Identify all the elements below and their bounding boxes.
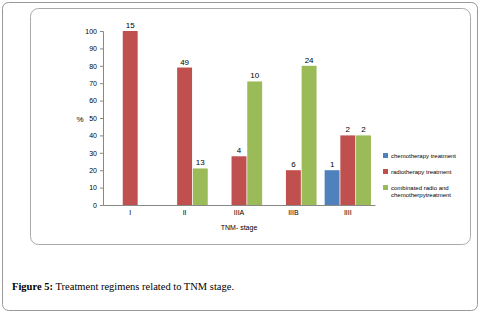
data-labels: 1 15 49 4 6 2 13 10 24 2 xyxy=(126,21,367,169)
y-tick-label: 20 xyxy=(89,167,97,174)
y-tick-label: 0 xyxy=(93,202,97,209)
y-tick-mark xyxy=(100,135,103,136)
y-tick: 70 xyxy=(89,80,103,87)
y-tick-mark xyxy=(100,118,103,119)
x-tick-label: I xyxy=(129,209,131,216)
bar xyxy=(177,68,192,205)
y-tick-mark xyxy=(100,31,103,32)
y-tick-mark xyxy=(100,205,103,206)
data-label: 1 xyxy=(330,160,335,169)
data-label: 49 xyxy=(180,58,189,67)
x-tick-label: IIIA xyxy=(234,209,245,216)
x-tick: IIII xyxy=(344,205,352,216)
legend-swatch xyxy=(383,185,388,190)
legend: chemotherapy treatment radiotherapy treat… xyxy=(383,153,456,198)
legend-label: chemotherapy treatment xyxy=(391,153,456,159)
bar xyxy=(232,156,247,205)
data-label: 10 xyxy=(250,71,259,80)
y-tick-mark xyxy=(100,153,103,154)
data-label: 13 xyxy=(196,158,205,167)
bar xyxy=(247,81,262,205)
data-label: 4 xyxy=(237,146,242,155)
y-tick-mark xyxy=(100,188,103,189)
legend-swatch xyxy=(383,153,388,158)
bar xyxy=(356,135,371,205)
y-tick: 0 xyxy=(93,202,103,209)
y-tick-mark xyxy=(100,48,103,49)
x-axis: IIIIIIAIIIBIIII xyxy=(104,205,376,216)
bar xyxy=(286,170,301,205)
x-tick-label: IIII xyxy=(344,209,352,216)
y-tick: 40 xyxy=(89,132,103,139)
bar xyxy=(325,170,340,205)
legend-item: radiotherapy treatment xyxy=(383,169,452,175)
bar xyxy=(123,31,138,205)
x-tick: II xyxy=(183,205,187,216)
bar xyxy=(340,135,355,205)
y-tick: 30 xyxy=(89,150,103,157)
y-tick-label: 90 xyxy=(89,45,97,52)
y-axis-title: % xyxy=(76,115,83,124)
y-tick: 20 xyxy=(89,167,103,174)
y-tick: 90 xyxy=(89,45,103,52)
y-tick-label: 70 xyxy=(89,80,97,87)
y-tick-mark xyxy=(100,170,103,171)
bar xyxy=(193,168,208,205)
y-tick-mark xyxy=(100,101,103,102)
y-tick: 60 xyxy=(89,97,103,104)
y-axis-line xyxy=(100,32,104,206)
chart: 1154946213102420102030405060708090100III… xyxy=(0,0,480,313)
y-tick-label: 80 xyxy=(89,63,97,70)
x-tick: IIIA xyxy=(234,205,245,216)
x-tick-label: II xyxy=(183,209,187,216)
data-label: 6 xyxy=(291,160,296,169)
y-tick-mark xyxy=(100,83,103,84)
data-label: 24 xyxy=(305,56,314,65)
y-tick-label: 60 xyxy=(89,97,97,104)
bar xyxy=(302,66,317,205)
bars xyxy=(123,31,371,205)
y-tick-label: 100 xyxy=(85,28,97,35)
y-tick-label: 30 xyxy=(89,150,97,157)
x-tick-label: IIIB xyxy=(288,209,299,216)
x-tick: IIIB xyxy=(288,205,299,216)
y-axis: 0 10 20 30 40 50 60 70 80 90 100 xyxy=(85,28,103,209)
y-tick-label: 50 xyxy=(89,115,97,122)
x-axis-line xyxy=(104,205,376,206)
title: Figure 5: Treatment regimens related to … xyxy=(12,281,234,292)
y-tick-mark xyxy=(100,66,103,67)
x-tick: I xyxy=(129,205,131,216)
legend-item: combinated radio andchemotherpytreatment xyxy=(383,185,451,198)
legend-label: radiotherapy treatment xyxy=(391,169,452,175)
y-tick-label: 10 xyxy=(89,184,97,191)
data-label: 2 xyxy=(346,125,351,134)
y-tick: 80 xyxy=(89,63,103,70)
legend-item: chemotherapy treatment xyxy=(383,153,456,159)
legend-swatch xyxy=(383,169,388,174)
data-label: 15 xyxy=(126,21,135,30)
x-axis-title: TNM- stage xyxy=(221,224,258,232)
page-frame xyxy=(3,3,478,311)
legend-label: combinated radio andchemotherpytreatment xyxy=(391,185,451,198)
chart-frame xyxy=(31,9,471,245)
y-tick: 100 xyxy=(85,28,103,35)
data-label: 2 xyxy=(361,125,366,134)
y-tick: 10 xyxy=(89,184,103,191)
y-tick: 50 xyxy=(89,115,103,122)
y-tick-label: 40 xyxy=(89,132,97,139)
